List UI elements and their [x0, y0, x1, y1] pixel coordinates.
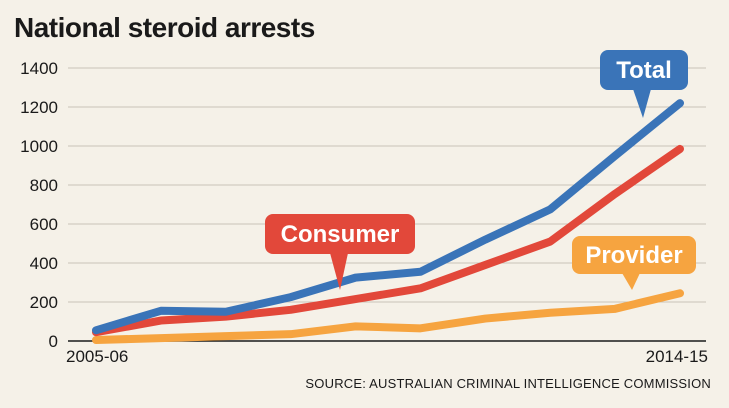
- x-tick-label: 2014-15: [646, 347, 708, 366]
- callout-box: [600, 50, 688, 90]
- y-tick-label: 1000: [20, 137, 58, 156]
- callout-consumer: Consumer: [265, 214, 415, 290]
- series-label: Total: [616, 57, 672, 84]
- callout-box: [572, 236, 696, 274]
- callout-total: Total: [600, 50, 688, 118]
- x-tick-label: 2005-06: [66, 347, 128, 366]
- series-label: Provider: [585, 242, 682, 269]
- callout-pointer: [330, 253, 348, 290]
- axes: 0 200 400 600 800 1000 1200 1400 2005-06 2014-15: [20, 59, 708, 366]
- callout-box: [265, 214, 415, 254]
- callout-provider: Provider: [572, 236, 696, 290]
- y-tick-label: 600: [30, 215, 58, 234]
- source-note: SOURCE: AUSTRALIAN CRIMINAL INTELLIGENCE…: [305, 376, 711, 391]
- series-line-provider: [92, 289, 684, 345]
- series-label: Consumer: [281, 221, 400, 248]
- chart-title: National steroid arrests: [14, 12, 315, 43]
- y-tick-label: 0: [49, 332, 58, 351]
- callout-pointer: [633, 89, 651, 118]
- callout-pointer: [622, 273, 640, 290]
- y-tick-label: 1400: [20, 59, 58, 78]
- series-line-total: [92, 99, 684, 335]
- y-tick-label: 200: [30, 293, 58, 312]
- series-line-consumer: [92, 144, 684, 337]
- y-tick-label: 400: [30, 254, 58, 273]
- y-tick-label: 800: [30, 176, 58, 195]
- series-callouts: Total Consumer Provider: [265, 50, 696, 290]
- y-tick-label: 1200: [20, 98, 58, 117]
- series-lines: [92, 99, 684, 345]
